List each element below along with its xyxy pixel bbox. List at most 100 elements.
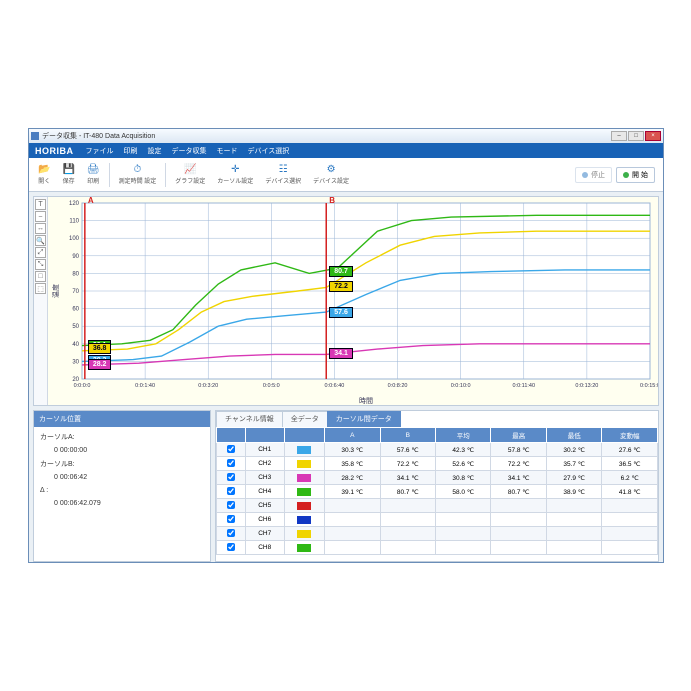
cell-value — [436, 541, 491, 555]
cell-value: 42.3 ℃ — [436, 443, 491, 457]
menu-ファイル[interactable]: ファイル — [86, 146, 114, 156]
stop-button: 停止 — [575, 167, 612, 183]
chart-tool-4[interactable]: ⤢ — [35, 247, 46, 258]
tab-1[interactable]: 全データ — [282, 411, 328, 427]
cell-value — [491, 499, 546, 513]
window-title: データ収集 - IT-480 Data Acquisition — [42, 131, 155, 141]
cursor-position-panel: カーソル位置 カーソルA:0 00:00:00カーソルB:0 00:06:42Δ… — [33, 410, 211, 562]
channel-name: CH5 — [245, 499, 284, 513]
cell-value: 34.1 ℃ — [491, 471, 546, 485]
device-sel-button[interactable]: ☷デバイス選択 — [260, 163, 306, 186]
col-header — [284, 428, 325, 443]
button-label: 停止 — [591, 170, 605, 180]
chart-tool-5[interactable]: ⤡ — [35, 259, 46, 270]
svg-text:60: 60 — [72, 307, 79, 313]
cell-value: 72.2 ℃ — [380, 457, 435, 471]
svg-text:40: 40 — [72, 342, 79, 348]
start-button[interactable]: 開 始 — [616, 167, 655, 183]
svg-text:A: A — [88, 197, 94, 205]
svg-text:120: 120 — [69, 201, 80, 207]
svg-text:70: 70 — [72, 289, 79, 295]
app-icon — [31, 132, 39, 140]
main-menu: ファイル印刷設定データ収集モードデバイス選択 — [86, 146, 290, 156]
svg-text:B: B — [329, 197, 335, 205]
status-dot — [623, 172, 629, 178]
svg-text:0:0:6:40: 0:0:6:40 — [324, 383, 344, 389]
cell-value — [436, 527, 491, 541]
toolbar-label: 開く — [38, 176, 50, 185]
cell-value: 6.2 ℃ — [602, 471, 658, 485]
maximize-button[interactable]: □ — [628, 131, 644, 141]
menu-印刷[interactable]: 印刷 — [124, 146, 138, 156]
menu-データ収集[interactable]: データ収集 — [172, 146, 207, 156]
print-button[interactable]: 🖨印刷 — [82, 163, 105, 186]
graph-button[interactable]: 📈グラフ設定 — [170, 163, 210, 186]
channel-name: CH2 — [245, 457, 284, 471]
cursor-value-badge: 57.6 — [329, 307, 353, 318]
menu-モード[interactable]: モード — [217, 146, 238, 156]
graph-icon: 📈 — [184, 164, 196, 175]
brand-label: HORIBA — [35, 146, 74, 156]
color-swatch — [297, 502, 311, 510]
color-swatch — [297, 460, 311, 468]
row-checkbox[interactable] — [227, 515, 235, 523]
channel-name: CH4 — [245, 485, 284, 499]
line-chart[interactable]: 20304050607080901001101200:0:0:00:0:1:40… — [48, 197, 658, 405]
toolbar-label: デバイス設定 — [313, 176, 349, 185]
device-set-icon: ⚙ — [327, 164, 336, 175]
cursor-value-badge: 72.2 — [329, 281, 353, 292]
cell-value: 41.8 ℃ — [602, 485, 658, 499]
svg-text:時間: 時間 — [359, 397, 373, 405]
svg-text:0:0:8:20: 0:0:8:20 — [388, 383, 408, 389]
row-checkbox[interactable] — [227, 529, 235, 537]
cell-value: 30.2 ℃ — [546, 443, 601, 457]
chart-tool-2[interactable]: ↔ — [35, 223, 46, 234]
color-swatch — [297, 474, 311, 482]
save-button[interactable]: 💾保存 — [57, 163, 79, 186]
menu-デバイス選択[interactable]: デバイス選択 — [248, 146, 290, 156]
row-checkbox[interactable] — [227, 487, 235, 495]
cell-value: 38.9 ℃ — [546, 485, 601, 499]
cell-value — [602, 513, 658, 527]
col-header — [245, 428, 284, 443]
menu-設定[interactable]: 設定 — [148, 146, 162, 156]
minimize-button[interactable]: – — [611, 131, 627, 141]
toolbar-label: カーソル設定 — [217, 176, 253, 185]
close-button[interactable]: × — [645, 131, 661, 141]
cursor-button[interactable]: ✛カーソル設定 — [212, 163, 258, 186]
channel-name: CH6 — [245, 513, 284, 527]
toolbar: 📂開く💾保存🖨印刷⏱測定時間 設定📈グラフ設定✛カーソル設定☷デバイス選択⚙デバ… — [29, 158, 663, 192]
row-checkbox[interactable] — [227, 473, 235, 481]
row-checkbox[interactable] — [227, 501, 235, 509]
cell-value — [491, 513, 546, 527]
row-checkbox[interactable] — [227, 543, 235, 551]
table-row: CH5 — [217, 499, 658, 513]
col-header: 最低 — [546, 428, 601, 443]
chart-tool-7[interactable]: ⬚ — [35, 283, 46, 294]
cell-value — [546, 541, 601, 555]
cursor-icon: ✛ — [231, 164, 239, 175]
tab-0[interactable]: チャンネル情報 — [216, 411, 283, 427]
cell-value — [602, 541, 658, 555]
row-checkbox[interactable] — [227, 445, 235, 453]
cursor-panel-title: カーソル位置 — [34, 411, 210, 427]
chart-tool-1[interactable]: ⎯ — [35, 211, 46, 222]
chart-tool-3[interactable]: 🔍 — [35, 235, 46, 246]
col-header: A — [325, 428, 380, 443]
folder-open-button[interactable]: 📂開く — [33, 163, 55, 186]
table-row: CH328.2 ℃34.1 ℃30.8 ℃34.1 ℃27.9 ℃6.2 ℃ — [217, 471, 658, 485]
svg-text:80: 80 — [72, 271, 79, 277]
cell-value — [325, 513, 380, 527]
cell-value: 72.2 ℃ — [491, 457, 546, 471]
tab-2[interactable]: カーソル間データ — [327, 411, 401, 427]
chart-tool-0[interactable]: T — [35, 199, 46, 210]
svg-text:0:0:10:0: 0:0:10:0 — [451, 383, 471, 389]
row-checkbox[interactable] — [227, 459, 235, 467]
timer-button[interactable]: ⏱測定時間 設定 — [114, 163, 162, 186]
cell-value — [546, 499, 601, 513]
cursor-row-label: Δ : — [40, 484, 204, 497]
titlebar[interactable]: データ収集 - IT-480 Data Acquisition – □ × — [29, 129, 663, 143]
cell-value: 39.1 ℃ — [325, 485, 380, 499]
chart-tool-6[interactable]: □ — [35, 271, 46, 282]
device-set-button[interactable]: ⚙デバイス設定 — [308, 163, 354, 186]
